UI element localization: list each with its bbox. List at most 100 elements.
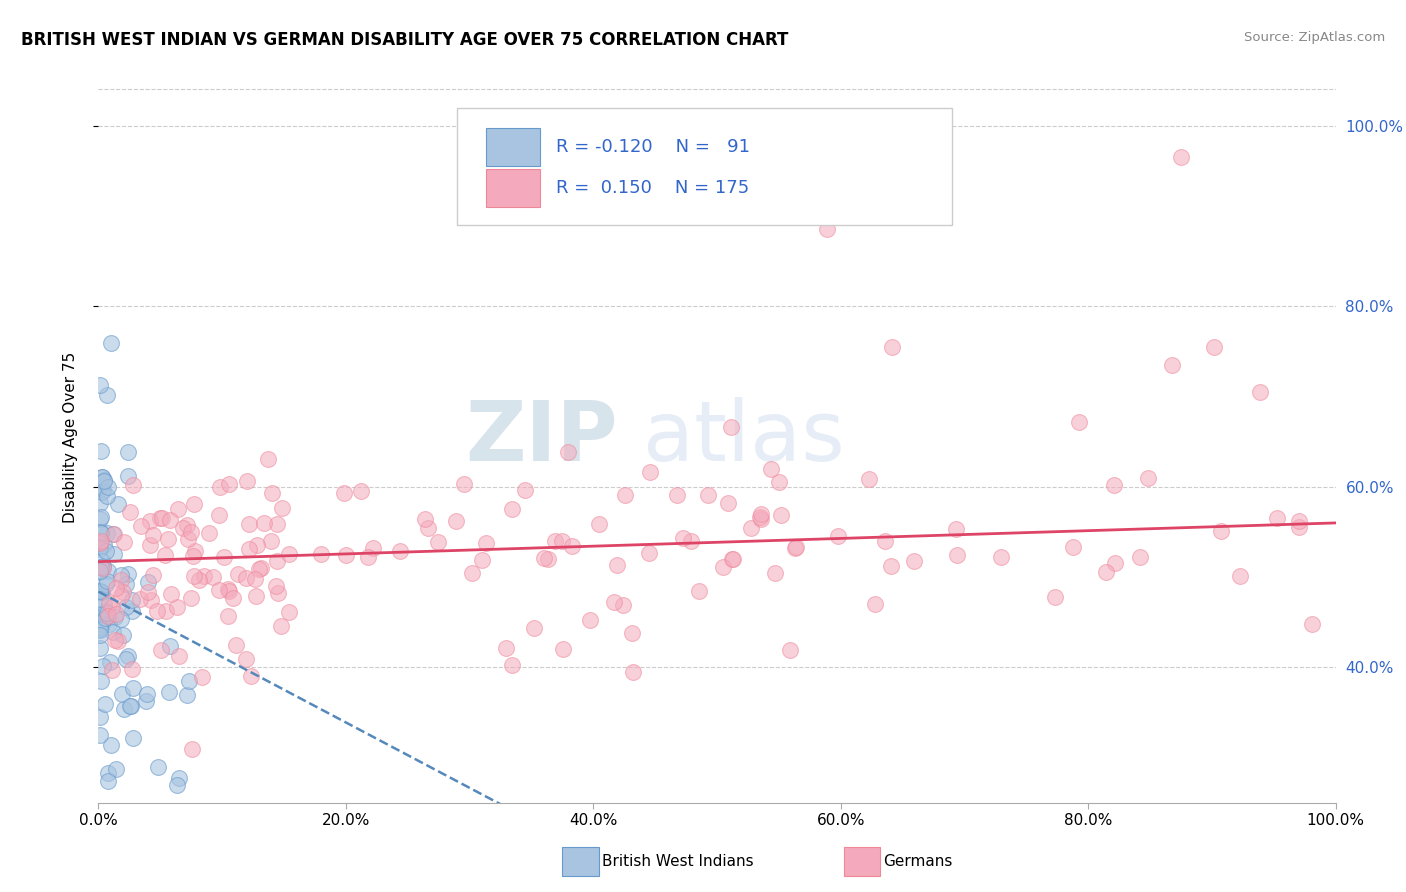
- Point: [100, 738, 122, 752]
- Point: [1160, 358, 1182, 372]
- Point: [553, 642, 575, 657]
- Text: atlas: atlas: [643, 397, 845, 477]
- Point: [122, 681, 145, 696]
- Point: [115, 599, 138, 614]
- Point: [785, 540, 807, 554]
- Point: [444, 514, 467, 528]
- Point: [90, 584, 112, 599]
- Point: [110, 589, 132, 603]
- Point: [89, 378, 111, 392]
- Point: [235, 571, 257, 585]
- Text: ZIP: ZIP: [465, 397, 619, 477]
- Point: [129, 519, 152, 533]
- Point: [212, 550, 235, 565]
- Point: [112, 701, 135, 715]
- Point: [159, 513, 181, 527]
- Point: [501, 658, 523, 673]
- Text: R = -0.120    N =   91: R = -0.120 N = 91: [557, 138, 751, 156]
- Point: [155, 604, 177, 618]
- Point: [103, 547, 125, 561]
- Point: [89, 566, 111, 580]
- Point: [990, 549, 1012, 564]
- Point: [1209, 524, 1232, 539]
- Point: [873, 534, 896, 549]
- Point: [96, 544, 118, 558]
- Point: [640, 465, 662, 479]
- Point: [361, 541, 384, 555]
- Point: [880, 340, 903, 354]
- Point: [1301, 617, 1323, 632]
- Point: [181, 549, 204, 563]
- Point: [335, 548, 357, 562]
- Point: [97, 608, 120, 623]
- Point: [146, 604, 169, 618]
- Point: [166, 600, 188, 615]
- Text: British West Indians: British West Indians: [602, 855, 754, 869]
- Point: [96, 574, 118, 589]
- Point: [749, 507, 772, 521]
- Point: [239, 669, 262, 683]
- Point: [111, 628, 134, 642]
- Point: [160, 587, 183, 601]
- Point: [523, 621, 546, 635]
- Point: [91, 483, 114, 497]
- Point: [217, 582, 239, 596]
- Point: [250, 560, 273, 574]
- Point: [97, 564, 120, 578]
- Point: [93, 597, 115, 611]
- Point: [104, 633, 127, 648]
- Point: [749, 511, 772, 525]
- Point: [197, 525, 219, 540]
- Point: [903, 554, 925, 568]
- Point: [785, 541, 807, 555]
- Point: [90, 444, 112, 458]
- Point: [96, 766, 118, 780]
- Point: [1170, 150, 1192, 164]
- Point: [91, 584, 114, 599]
- Point: [181, 741, 204, 756]
- Point: [136, 687, 159, 701]
- Point: [177, 673, 200, 688]
- Point: [187, 573, 209, 587]
- Point: [89, 710, 111, 724]
- Point: [578, 613, 600, 627]
- Point: [413, 512, 436, 526]
- Point: [218, 584, 240, 599]
- Point: [357, 550, 380, 565]
- Point: [266, 554, 288, 568]
- Point: [638, 546, 661, 560]
- Point: [495, 640, 517, 655]
- Point: [550, 533, 572, 548]
- Point: [1095, 565, 1118, 579]
- Text: R =  0.150    N = 175: R = 0.150 N = 175: [557, 179, 749, 197]
- Point: [271, 500, 294, 515]
- Point: [183, 544, 205, 558]
- Point: [91, 658, 114, 673]
- Point: [121, 604, 143, 618]
- Point: [98, 616, 121, 631]
- Point: [501, 501, 523, 516]
- Text: Germans: Germans: [883, 855, 952, 869]
- Point: [135, 693, 157, 707]
- Point: [91, 561, 114, 575]
- Point: [262, 486, 284, 500]
- Point: [90, 674, 112, 689]
- Point: [247, 562, 270, 576]
- Point: [238, 516, 260, 531]
- Point: [537, 552, 560, 566]
- Point: [101, 663, 124, 677]
- Point: [141, 593, 163, 607]
- Point: [153, 548, 176, 562]
- Point: [101, 527, 124, 541]
- Point: [89, 728, 111, 742]
- Point: [1137, 471, 1160, 485]
- Point: [557, 445, 579, 459]
- Point: [1129, 550, 1152, 565]
- Point: [1249, 384, 1271, 399]
- Point: [96, 489, 118, 503]
- Point: [309, 547, 332, 561]
- Point: [946, 548, 969, 562]
- Point: [260, 534, 283, 549]
- Point: [94, 577, 117, 591]
- Point: [120, 699, 142, 714]
